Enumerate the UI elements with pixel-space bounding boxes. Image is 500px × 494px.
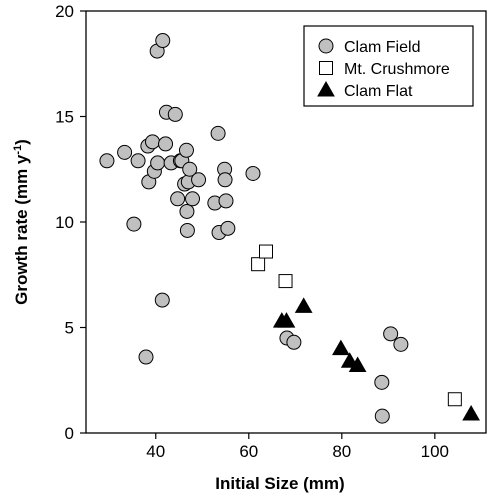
legend-label-clam-field: Clam Field [344, 39, 420, 56]
y-axis-title-main: Growth rate (mm y [12, 154, 31, 305]
data-point-clam-field [218, 193, 234, 209]
legend: Clam Field Mt. Crushmore Clam Flat [303, 25, 474, 107]
x-tick-label: 60 [239, 442, 258, 461]
data-point-mt-crushmore [447, 392, 462, 407]
data-point-mt-crushmore [278, 274, 293, 289]
legend-marker-mt-crushmore [319, 61, 333, 75]
legend-label-mt-crushmore: Mt. Crushmore [344, 61, 450, 78]
data-points [99, 33, 480, 424]
data-point-clam-field [210, 125, 226, 141]
data-point-clam-field [245, 165, 261, 181]
data-point-clam-flat [462, 405, 480, 421]
data-point-mt-crushmore [251, 257, 266, 272]
x-axis-title: Initial Size (mm) [215, 474, 344, 493]
data-point-clam-field [167, 106, 183, 122]
x-tick-label: 40 [146, 442, 165, 461]
data-point-clam-field [185, 191, 201, 207]
data-point-clam-field [99, 153, 115, 169]
legend-marker-clam-flat [317, 80, 335, 97]
x-tick-label: 80 [332, 442, 351, 461]
y-tick-label: 15 [55, 108, 74, 127]
data-point-clam-field [179, 222, 195, 238]
y-tick-label: 0 [65, 424, 74, 443]
data-point-clam-flat [277, 312, 296, 328]
data-point-clam-field [178, 142, 194, 158]
data-point-clam-field [220, 220, 236, 236]
data-point-clam-field [393, 336, 409, 352]
y-tick-label: 5 [65, 319, 74, 338]
data-point-clam-field [130, 153, 146, 169]
x-axis-ticks: 40 60 80 100 [146, 433, 449, 461]
data-point-clam-field [374, 408, 390, 424]
data-point-clam-field [155, 33, 171, 49]
data-point-clam-field [179, 203, 195, 219]
data-point-clam-field [138, 349, 154, 365]
data-point-clam-field [374, 374, 390, 390]
data-point-clam-flat [348, 356, 367, 372]
data-point-clam-field [126, 216, 142, 232]
y-tick-label: 20 [55, 2, 74, 21]
legend-label-clam-flat: Clam Flat [344, 83, 413, 100]
data-point-clam-field [286, 334, 302, 350]
data-point-clam-field [117, 144, 133, 160]
y-axis-title-suffix: ) [12, 139, 31, 145]
data-point-clam-field [150, 155, 166, 171]
y-axis-title-superscript: -1 [12, 145, 24, 155]
legend-marker-clam-field [318, 38, 334, 54]
data-point-clam-field [170, 191, 186, 207]
data-point-clam-field [217, 172, 233, 188]
data-point-clam-field [191, 172, 207, 188]
data-point-clam-field [145, 134, 161, 150]
data-point-clam-flat [332, 339, 350, 356]
data-point-clam-field [182, 161, 198, 177]
y-axis-title: Growth rate (mm y-1) [12, 139, 31, 305]
data-point-mt-crushmore [259, 244, 273, 259]
y-axis-ticks: 0 5 10 15 20 [55, 2, 86, 443]
data-point-clam-field [158, 136, 174, 152]
data-point-clam-field [383, 326, 399, 342]
data-point-clam-flat [294, 297, 313, 313]
y-tick-label: 10 [55, 213, 74, 232]
x-tick-label: 100 [421, 442, 449, 461]
data-point-clam-field [154, 292, 170, 308]
